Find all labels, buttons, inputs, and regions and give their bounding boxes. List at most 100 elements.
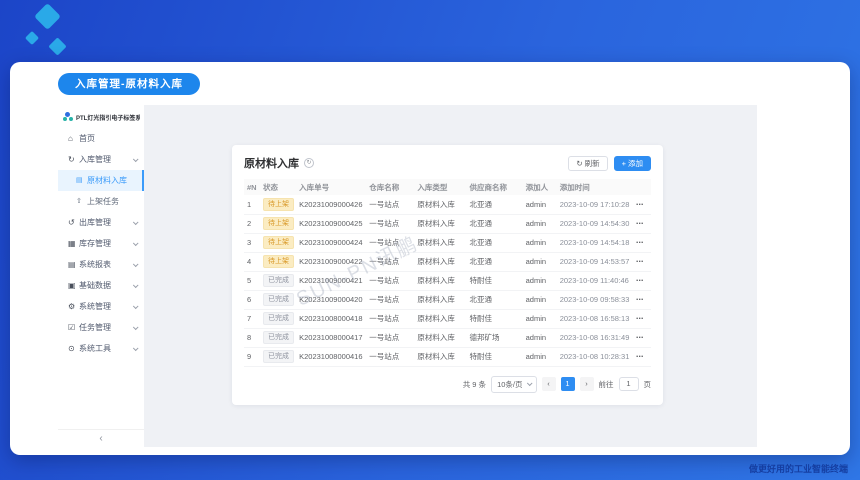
table-panel: 原材料入库 ↻ ↻ 刷新 + 添加	[232, 145, 663, 405]
cell-added-by: admin	[522, 290, 557, 310]
table-header-row: #N 状态 入库单号 仓库名称 入库类型 供应商名称 添加人 添加时间	[244, 179, 651, 195]
cell-inbound-type: 原材料入库	[414, 195, 467, 215]
prev-page-button[interactable]: ‹	[541, 377, 556, 391]
status-badge: 已完成	[263, 331, 295, 344]
brand-logo	[0, 0, 80, 60]
row-more-icon[interactable]: ⋯	[635, 257, 644, 266]
task-icon: ☑	[68, 322, 76, 332]
cell-added-at: 2023-10-08 16:58:13	[556, 309, 633, 329]
cell-added-by: admin	[522, 214, 557, 234]
next-page-button[interactable]: ›	[579, 377, 594, 391]
goto-page-input[interactable]: 1	[618, 377, 639, 391]
sidebar-item-label: 库存管理	[79, 239, 111, 248]
row-more-icon[interactable]: ⋯	[635, 238, 644, 247]
cell-more: ⋯	[632, 252, 651, 272]
cell-order-no: K20231009000421	[296, 271, 367, 291]
status-badge: 待上架	[263, 217, 295, 230]
main-window: 入库管理-原材料入库 PTL灯光指引电子标签系统 ⌂ 首页 ↻ 入库管理 ▤ 原材料入库 ⇧…	[10, 62, 850, 455]
cell-n: 5	[244, 271, 261, 291]
sidebar-item-4[interactable]: ▤ 系统报表	[58, 254, 144, 275]
sidebar-subitem-1-0[interactable]: ▤ 原材料入库	[58, 170, 144, 191]
table-row: 6 已完成 K20231009000420 一号站点 原材料入库 北亚通 admin 2023…	[244, 290, 651, 310]
cell-n: 3	[244, 233, 261, 253]
status-badge: 已完成	[263, 312, 295, 325]
chevron-down-icon	[132, 323, 139, 330]
row-more-icon[interactable]: ⋯	[635, 352, 644, 361]
base-data-icon: ▣	[68, 280, 76, 290]
cell-more: ⋯	[632, 309, 651, 329]
cell-added-at: 2023-10-09 14:54:30	[556, 214, 633, 234]
status-badge: 待上架	[263, 197, 295, 211]
cell-status: 待上架	[260, 195, 297, 215]
sidebar-collapse-button[interactable]: ‹	[58, 429, 144, 447]
cell-supplier: 北亚通	[466, 233, 523, 253]
chevron-down-icon	[132, 239, 139, 246]
app-logo: PTL灯光指引电子标签系统	[58, 105, 144, 128]
chevron-down-icon	[132, 281, 139, 288]
app-logo-icon	[63, 112, 73, 122]
cell-inbound-type: 原材料入库	[414, 309, 467, 329]
chevron-down-icon	[132, 155, 139, 162]
refresh-circle-icon[interactable]: ↻	[304, 158, 314, 168]
cell-n: 2	[244, 214, 261, 234]
row-more-icon[interactable]: ⋯	[635, 219, 644, 228]
sidebar-item-2[interactable]: ↺ 出库管理	[58, 212, 144, 233]
row-more-icon[interactable]: ⋯	[635, 314, 644, 323]
inbound-table: #N 状态 入库单号 仓库名称 入库类型 供应商名称 添加人 添加时间 1 待上架 K202310…	[244, 179, 651, 367]
table-row: 3 待上架 K20231009000424 一号站点 原材料入库 北亚通 admin 2023…	[244, 233, 651, 253]
sidebar-item-7[interactable]: ☑ 任务管理	[58, 317, 144, 338]
footer-slogan: 做更好用的工业智能终端	[748, 464, 848, 474]
cell-inbound-type: 原材料入库	[414, 214, 467, 234]
diamond-logo-icon	[48, 37, 67, 56]
diamond-logo-icon	[34, 3, 61, 30]
cell-status: 已完成	[260, 309, 297, 329]
sidebar-item-1[interactable]: ↻ 入库管理	[58, 149, 144, 170]
row-more-icon[interactable]: ⋯	[635, 333, 644, 342]
sidebar-item-8[interactable]: ⊙ 系统工具	[58, 338, 144, 359]
sidebar-item-5[interactable]: ▣ 基础数据	[58, 275, 144, 296]
cell-inbound-type: 原材料入库	[414, 328, 467, 348]
column-header: 添加人	[522, 179, 557, 195]
add-button[interactable]: + 添加	[613, 155, 651, 171]
cell-status: 待上架	[260, 252, 297, 272]
cell-warehouse: 一号站点	[366, 233, 415, 253]
cell-supplier: 德邦矿场	[466, 328, 523, 348]
cell-warehouse: 一号站点	[366, 328, 415, 348]
cell-added-at: 2023-10-09 11:40:46	[556, 271, 633, 291]
page-size-select[interactable]: 10条/页	[491, 375, 537, 393]
cell-warehouse: 一号站点	[366, 252, 415, 272]
sidebar-item-label: 入库管理	[79, 155, 111, 164]
sidebar-subitem-1-1[interactable]: ⇧ 上架任务	[58, 191, 144, 212]
sidebar-item-0[interactable]: ⌂ 首页	[58, 128, 144, 149]
sidebar-item-6[interactable]: ⚙ 系统管理	[58, 296, 144, 317]
cell-n: 8	[244, 328, 261, 348]
status-badge: 已完成	[263, 350, 295, 363]
current-page-button[interactable]: 1	[560, 377, 575, 391]
content-area: 原材料入库 ↻ ↻ 刷新 + 添加	[144, 105, 757, 447]
cell-n: 4	[244, 252, 261, 272]
row-more-icon[interactable]: ⋯	[635, 199, 644, 209]
table-row: 4 待上架 K20231009000422 一号站点 原材料入库 北亚通 admin 2023…	[244, 252, 651, 272]
cell-order-no: K20231009000426	[296, 195, 367, 215]
cell-added-by: admin	[522, 195, 557, 215]
row-more-icon[interactable]: ⋯	[635, 276, 644, 285]
report-icon: ▤	[68, 259, 76, 269]
cell-added-by: admin	[522, 233, 557, 253]
cell-warehouse: 一号站点	[366, 271, 415, 291]
chevron-left-icon: ‹	[99, 433, 103, 444]
sidebar-item-label: 系统工具	[79, 344, 111, 353]
cell-added-at: 2023-10-09 14:54:18	[556, 233, 633, 253]
refresh-button[interactable]: ↻ 刷新	[568, 155, 608, 171]
table-row: 9 已完成 K20231008000416 一号站点 原材料入库 特耐佳 admin 2023…	[244, 347, 651, 367]
chevron-down-icon	[132, 302, 139, 309]
row-more-icon[interactable]: ⋯	[635, 295, 644, 304]
sidebar-item-3[interactable]: ▦ 库存管理	[58, 233, 144, 254]
table-row: 5 已完成 K20231009000421 一号站点 原材料入库 特耐佳 admin 2023…	[244, 271, 651, 291]
cell-added-by: admin	[522, 347, 557, 367]
cell-order-no: K20231008000418	[296, 309, 367, 329]
pagination-total: 共 9 条	[462, 379, 487, 389]
cell-added-at: 2023-10-09 14:53:57	[556, 252, 633, 272]
cell-added-by: admin	[522, 271, 557, 291]
app-frame: PTL灯光指引电子标签系统 ⌂ 首页 ↻ 入库管理 ▤ 原材料入库 ⇧ 上架任务 ↺ 出库管理 ▦库…	[58, 105, 757, 447]
